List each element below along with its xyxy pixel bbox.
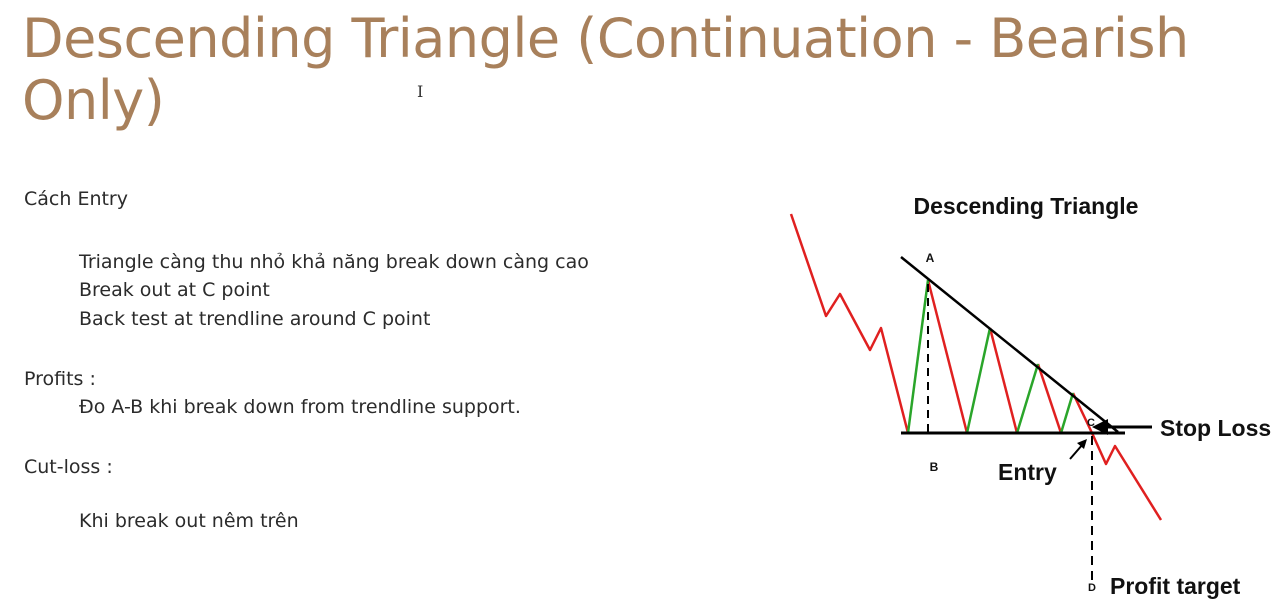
page-title: Descending Triangle (Continuation - Bear… [22, 7, 1189, 132]
profit-target-label: Profit target [1110, 573, 1241, 599]
point-b-label: B [930, 460, 939, 474]
point-a-label: A [926, 251, 935, 265]
cutloss-item: Khi break out nêm trên [79, 510, 299, 532]
diagram-title: Descending Triangle [914, 193, 1139, 219]
entry-arrow-line [1069, 443, 1084, 460]
resistance-trendline [900, 256, 1119, 433]
entry-heading: Cách Entry [24, 188, 128, 210]
down-leg-line [926, 279, 969, 434]
up-leg-line [965, 327, 992, 434]
down-leg-line [1036, 363, 1063, 434]
point-d-label: D [1088, 582, 1096, 594]
stop-loss-arrow-icon [1092, 419, 1108, 435]
entry-item: Back test at trendline around C point [79, 308, 431, 330]
entry-item: Break out at C point [79, 279, 270, 301]
profits-heading: Profits : [24, 368, 96, 390]
breakdown-line [1090, 432, 1163, 521]
up-leg-line [906, 279, 930, 434]
stop-loss-label: Stop Loss [1160, 415, 1271, 441]
prior-downtrend-line [789, 213, 910, 434]
entry-arrow-icon [1077, 439, 1087, 449]
point-c-label: C [1087, 417, 1095, 429]
descending-triangle-diagram: Descending Triangle A B C D Stop Loss En… [789, 193, 1271, 599]
entry-item: Triangle càng thu nhỏ khả năng break dow… [79, 251, 589, 273]
text-cursor-icon: I [417, 82, 424, 101]
up-leg-line [1059, 392, 1075, 434]
entry-label: Entry [998, 459, 1057, 485]
up-leg-line [1015, 363, 1040, 434]
profits-item: Đo A-B khi break down from trendline sup… [79, 396, 521, 418]
cutloss-heading: Cut-loss : [24, 456, 113, 478]
down-leg-line [988, 327, 1019, 434]
